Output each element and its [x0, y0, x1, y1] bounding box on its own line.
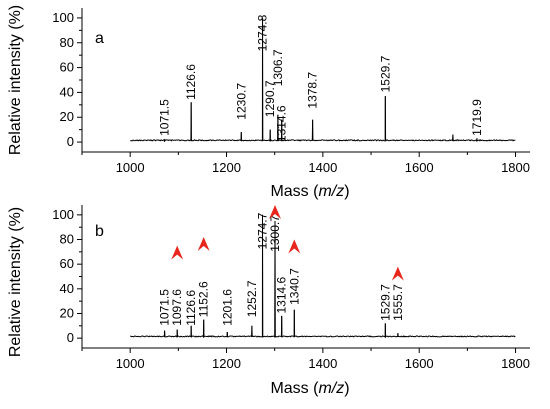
peak-label: 1529.7: [378, 55, 392, 92]
y-tick-label: 100: [52, 207, 74, 222]
peak-label: 1126.6: [184, 290, 198, 326]
x-tick-label: 1800: [501, 356, 530, 371]
red-arrow-marker: [171, 245, 184, 260]
x-tick-label: 1400: [308, 356, 337, 371]
peak-label: 1071.5: [158, 289, 172, 326]
peak-label: 1314.6: [275, 105, 289, 142]
y-tick-label: 20: [60, 305, 74, 320]
spectrum-trace: [130, 214, 516, 339]
peak-label: 1071.5: [158, 99, 172, 136]
y-tick-label: 80: [60, 232, 74, 247]
peak-label: 1126.6: [184, 64, 198, 100]
panel-b-letter: b: [95, 223, 104, 240]
peak-label: 1555.7: [391, 284, 405, 321]
panel-a-axes: 1000 1200 1400 1600 1800 0 20 40 60 80 100: [52, 8, 530, 175]
y-tick-label: 40: [60, 84, 74, 99]
peak-label: 1719.9: [470, 99, 484, 136]
peak-label: 1378.7: [306, 72, 320, 109]
peak-label: 1340.7: [287, 268, 301, 305]
panel-b-y-axis-title: Relative intensity (%): [7, 207, 24, 357]
y-tick-label: 80: [60, 35, 74, 50]
peak-label: 1097.6: [170, 289, 184, 326]
peak-label: 1274.8: [256, 14, 270, 51]
panel-b-x-axis-title: Mass (m/z): [270, 380, 349, 397]
x-tick-label: 1200: [212, 160, 241, 175]
peak-label: 1290.7: [263, 80, 277, 117]
red-arrow-marker: [288, 239, 301, 254]
peak-label: 1201.6: [220, 289, 234, 326]
y-tick-label: 40: [60, 281, 74, 296]
x-tick-label: 1200: [212, 356, 241, 371]
y-tick-label: 60: [60, 60, 74, 75]
panel-a-spectrum: [130, 17, 516, 143]
x-tick-label: 1600: [405, 356, 434, 371]
x-tick-label: 1000: [116, 160, 145, 175]
peak-label: 1274.7: [256, 212, 270, 249]
panel-b-axes: 1000 1200 1400 1600 1800 0 20 40 60 80 100: [52, 205, 530, 371]
peak-label: 1529.7: [378, 284, 392, 321]
panel-a-letter: a: [95, 30, 104, 47]
y-tick-label: 100: [52, 10, 74, 25]
red-arrow-marker: [269, 205, 282, 219]
y-tick-label: 0: [67, 330, 74, 345]
panel-b-spectrum: [130, 214, 516, 339]
peak-label: 1314.6: [275, 276, 289, 313]
panel-a-y-axis-title: Relative intensity (%): [7, 5, 24, 155]
red-arrow-marker: [391, 266, 404, 281]
peak-label: 1252.7: [245, 280, 259, 317]
peak-label: 1152.6: [197, 281, 211, 317]
peak-label: 1300.7: [268, 215, 282, 252]
x-tick-label: 1000: [116, 356, 145, 371]
red-arrow-marker: [197, 237, 210, 252]
y-tick-label: 20: [60, 109, 74, 124]
spectrum-trace: [130, 17, 516, 143]
panel-b-arrows: [171, 205, 404, 281]
x-tick-label: 1800: [501, 160, 530, 175]
peak-label: 1230.7: [234, 83, 248, 120]
panel-a-x-axis-title: Mass (m/z): [270, 183, 349, 200]
x-tick-label: 1400: [308, 160, 337, 175]
peak-label: 1306.7: [271, 49, 285, 86]
x-tick-label: 1600: [405, 160, 434, 175]
y-tick-label: 0: [67, 134, 74, 149]
y-tick-label: 60: [60, 256, 74, 271]
